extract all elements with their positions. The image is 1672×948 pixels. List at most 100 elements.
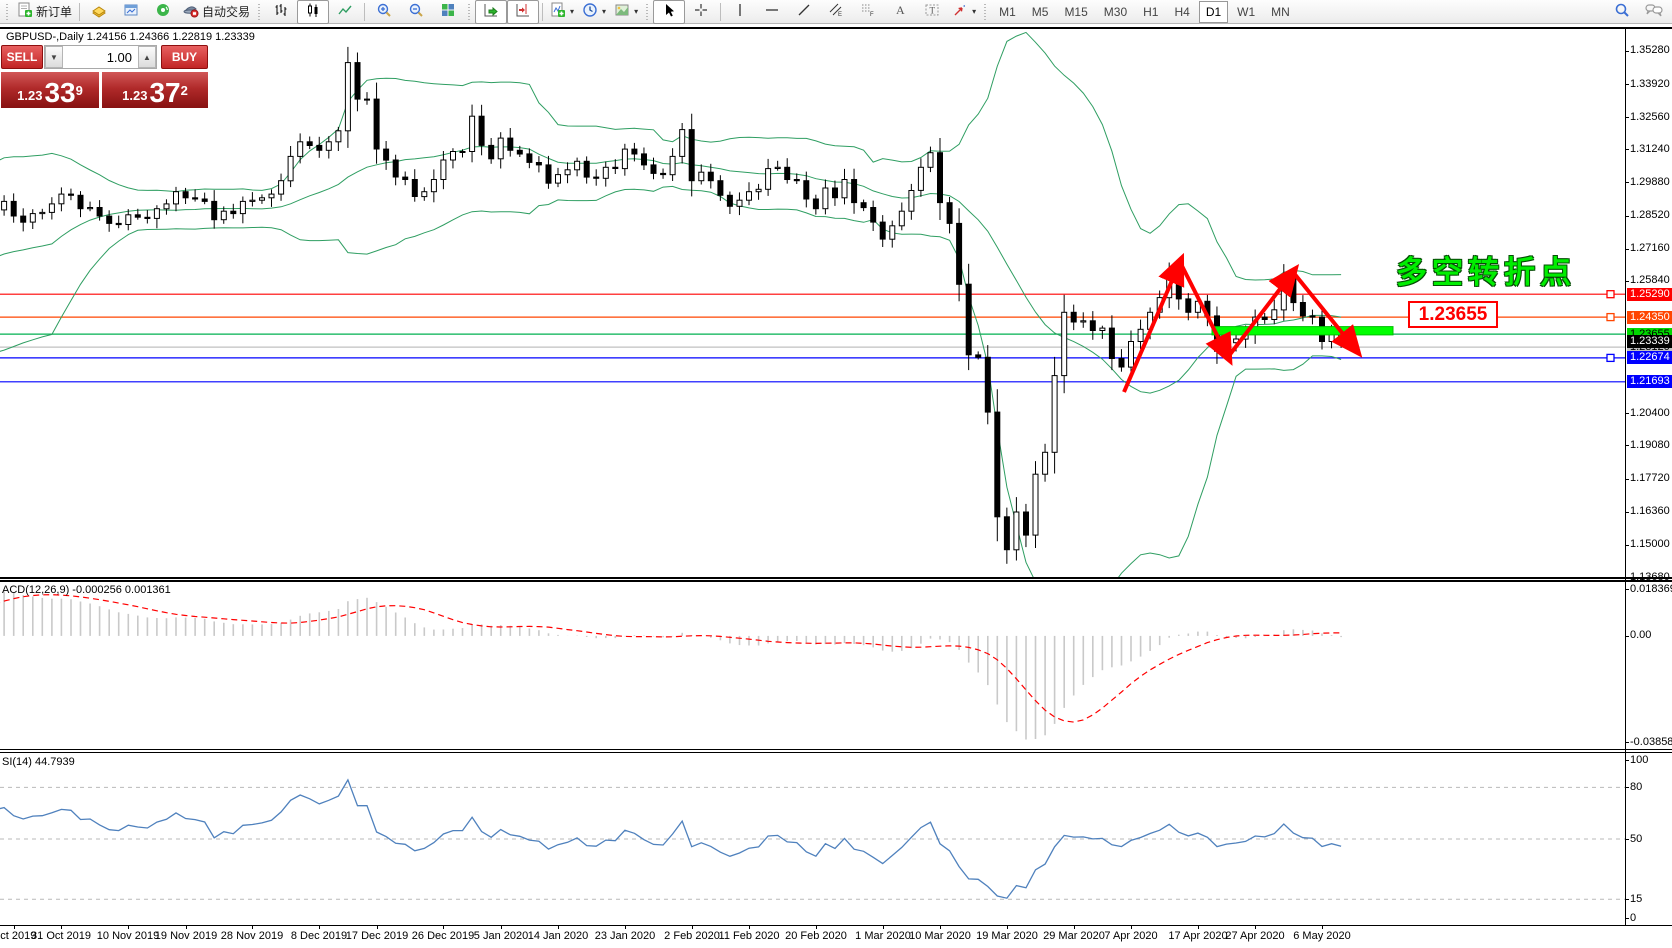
price-tick-mark	[1625, 577, 1629, 578]
tile-windows-button[interactable]	[432, 0, 464, 24]
auto-scroll-button[interactable]	[475, 0, 508, 24]
charts-button[interactable]	[115, 0, 147, 24]
sell-button[interactable]: SELL	[1, 45, 43, 69]
zoom-out-icon	[408, 2, 424, 21]
date-tick-mark	[1131, 925, 1132, 929]
price-level-label: 1.25290	[1627, 288, 1672, 301]
toolbar-grip[interactable]	[983, 3, 989, 20]
price-tick: 1.28520	[1630, 209, 1670, 221]
toolbar-grip[interactable]	[467, 3, 473, 20]
pane-resize-handle[interactable]	[0, 749, 1672, 753]
candlestick-mode-button[interactable]	[297, 0, 330, 24]
channel-tool-button[interactable]: E	[820, 0, 852, 24]
new-order-icon	[17, 2, 33, 21]
price-level-label: 1.21693	[1627, 375, 1672, 388]
arrows-tool-button[interactable]: ▾	[948, 0, 980, 24]
toolbar-grip[interactable]	[645, 3, 651, 20]
templates-button[interactable]: ▾	[610, 0, 642, 24]
new-order-button[interactable]: 新订单	[13, 0, 76, 24]
date-tick-mark	[14, 925, 15, 929]
timeframe-toolbar: M1 M5 M15 M30 H1 H4 D1 W1 MN	[991, 0, 1298, 23]
chart-shift-button[interactable]	[507, 0, 540, 24]
price-tick: 1.25840	[1630, 274, 1670, 286]
crosshair-tool-button[interactable]	[685, 0, 717, 24]
date-tick-mark	[252, 925, 253, 929]
autotrading-button[interactable]: 自动交易	[179, 0, 254, 24]
pane-resize-handle[interactable]	[0, 577, 1672, 582]
rsi-tick: 15	[1630, 893, 1643, 905]
search-button[interactable]	[1606, 0, 1638, 24]
date-tick: 2 Feb 2020	[664, 930, 720, 942]
bar-chart-mode-button[interactable]	[265, 0, 297, 24]
one-click-trading-panel: SELL ▼ 1.00 ▲ BUY 1.23 33 9 1.23 37 2	[1, 44, 208, 108]
bid-price-prefix: 1.23	[17, 88, 43, 103]
bar-chart-icon	[273, 2, 289, 21]
text-tool-button[interactable]: A	[884, 0, 916, 24]
horizontal-line-tool-button[interactable]	[756, 0, 788, 24]
ask-price-display[interactable]: 1.23 37 2	[102, 72, 208, 108]
timeframe-button-W1[interactable]: W1	[1237, 4, 1256, 19]
metaeditor-icon	[91, 2, 107, 21]
date-tick-mark	[1074, 925, 1075, 929]
toolbar-separator	[79, 2, 81, 21]
text-label-tool-button[interactable]: T	[916, 0, 948, 24]
date-tick: 10 Mar 2020	[909, 930, 971, 942]
metaeditor-button[interactable]	[83, 0, 115, 24]
auto-scroll-icon	[483, 2, 499, 21]
buy-button[interactable]: BUY	[161, 45, 208, 69]
price-chart-pane[interactable]	[0, 29, 1626, 577]
trendline-tool-button[interactable]	[788, 0, 820, 24]
ask-price-pip: 2	[180, 83, 188, 98]
date-tick-mark	[319, 925, 320, 929]
pivot-annotation-text[interactable]: 多空转折点	[1396, 255, 1576, 290]
fibonacci-tool-button[interactable]: F	[852, 0, 884, 24]
signals-button[interactable]	[147, 0, 179, 24]
price-level-label: 1.24350	[1627, 311, 1672, 324]
indicators-button[interactable]: ▾	[546, 0, 578, 24]
vertical-line-tool-button[interactable]	[724, 0, 756, 24]
chart-title: GBPUSD-,Daily 1.24156 1.24366 1.22819 1.…	[6, 31, 255, 43]
timeframe-button-MN[interactable]: MN	[1271, 4, 1290, 19]
toolbar-grip[interactable]	[5, 3, 10, 20]
equidistant-channel-icon: E	[828, 2, 844, 21]
chart-shift-icon	[515, 2, 531, 21]
rsi-pane[interactable]	[0, 753, 1626, 925]
volume-increase-button[interactable]: ▲	[138, 46, 156, 68]
timeframe-button-M15[interactable]: M15	[1064, 4, 1088, 19]
macd-pane[interactable]	[0, 582, 1626, 749]
line-chart-mode-button[interactable]	[329, 0, 361, 24]
timeframe-button-M1[interactable]: M1	[999, 4, 1016, 19]
price-tick: 1.17720	[1630, 472, 1670, 484]
tile-windows-icon	[440, 2, 456, 21]
template-icon	[614, 2, 630, 21]
dropdown-caret-icon: ▾	[570, 7, 575, 16]
toolbar-separator	[720, 2, 722, 21]
timeframe-button-H4[interactable]: H4	[1174, 4, 1190, 19]
horizontal-line-icon	[764, 2, 780, 21]
fibonacci-icon: F	[860, 2, 876, 21]
periods-button[interactable]: ▾	[578, 0, 610, 24]
toolbar-grip[interactable]	[257, 3, 263, 20]
timeframe-button-H1[interactable]: H1	[1143, 4, 1159, 19]
cursor-tool-button[interactable]	[653, 0, 686, 24]
price-annotation-box[interactable]: 1.23655	[1408, 301, 1498, 328]
rsi-tick: 0	[1630, 912, 1637, 924]
price-tick-mark	[1625, 51, 1629, 52]
price-tick: 1.31240	[1630, 143, 1670, 155]
svg-text:F: F	[870, 12, 874, 18]
rsi-tick: 50	[1630, 833, 1643, 845]
zoom-in-button[interactable]	[368, 0, 400, 24]
chat-button[interactable]	[1638, 0, 1670, 24]
timeframe-button-M30[interactable]: M30	[1103, 4, 1128, 19]
volume-value[interactable]: 1.00	[106, 49, 132, 65]
price-axis-border	[1625, 29, 1626, 926]
zoom-out-button[interactable]	[400, 0, 432, 24]
timeframe-button-D1[interactable]: D1	[1198, 0, 1229, 23]
timeframe-button-M5[interactable]: M5	[1031, 4, 1049, 19]
date-tick: 27 Apr 2020	[1225, 930, 1285, 942]
volume-decrease-button[interactable]: ▼	[45, 46, 63, 68]
date-tick: 17 Dec 2019	[345, 930, 409, 942]
date-tick: 31 Oct 2019	[31, 930, 91, 942]
bid-price-display[interactable]: 1.23 33 9	[1, 72, 99, 108]
